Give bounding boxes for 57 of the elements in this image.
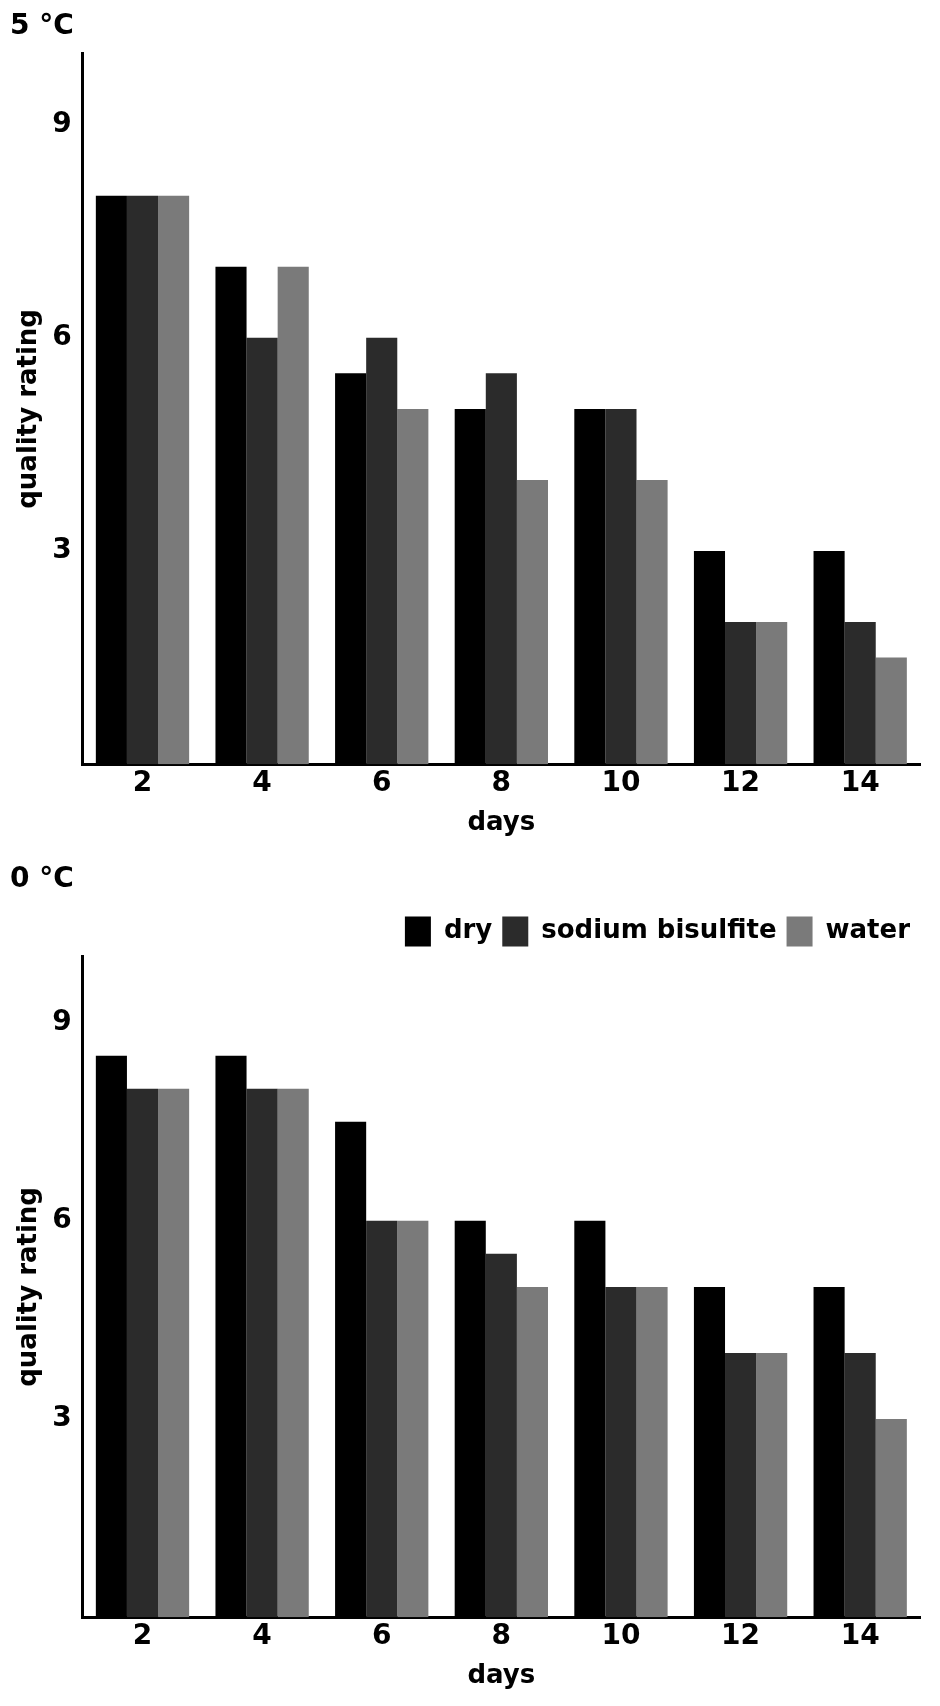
bar <box>725 1352 757 1618</box>
x-tick-label: 12 <box>721 765 761 799</box>
bar <box>158 195 190 765</box>
bar <box>875 657 907 765</box>
bar <box>636 1286 668 1618</box>
bar <box>605 408 637 765</box>
x-tick-label: 2 <box>132 765 153 799</box>
chart-title: 0 °C <box>10 861 74 895</box>
x-axis-title: days <box>467 1659 536 1690</box>
x-tick-label: 14 <box>840 1618 880 1652</box>
bar <box>397 1220 429 1618</box>
x-tick-label: 6 <box>371 1618 392 1652</box>
legend-label: sodium bisulfite <box>541 914 777 945</box>
x-tick-label: 10 <box>601 1618 641 1652</box>
x-axis-title: days <box>467 806 536 837</box>
bar <box>844 1352 876 1618</box>
bar <box>756 1352 788 1618</box>
bar <box>246 337 278 765</box>
y-tick-label: 3 <box>52 1400 72 1434</box>
bar <box>277 1088 309 1618</box>
y-tick-label: 9 <box>52 105 72 139</box>
bar <box>126 195 159 765</box>
legend-label: dry <box>443 914 493 945</box>
x-tick-label: 2 <box>132 1618 153 1652</box>
bar <box>485 1253 517 1618</box>
x-tick-label: 4 <box>252 765 272 799</box>
bar <box>756 622 788 765</box>
bar <box>605 1286 637 1618</box>
chart-title: 5 °C <box>10 8 74 42</box>
y-axis-title: quality rating <box>12 309 43 509</box>
y-tick-label: 6 <box>52 1202 72 1236</box>
bar <box>516 1286 548 1618</box>
bar <box>516 479 548 765</box>
bar <box>158 1088 190 1618</box>
y-tick-label: 6 <box>52 319 72 353</box>
y-tick-label: 9 <box>52 1003 72 1037</box>
bar <box>246 1088 278 1618</box>
y-tick-label: 3 <box>52 532 72 566</box>
bar <box>725 622 757 765</box>
bar <box>485 373 517 765</box>
bar <box>397 408 429 765</box>
bar <box>366 1220 398 1618</box>
x-tick-label: 14 <box>840 765 880 799</box>
bar <box>366 337 398 765</box>
x-tick-label: 10 <box>601 765 641 799</box>
x-tick-label: 8 <box>491 1618 512 1652</box>
y-axis-title: quality rating <box>12 1187 43 1387</box>
x-tick-label: 6 <box>371 765 392 799</box>
bar <box>636 479 668 765</box>
legend-label: water <box>825 914 911 945</box>
x-tick-label: 4 <box>252 1618 272 1652</box>
bar <box>844 622 876 765</box>
bar <box>875 1419 907 1618</box>
x-tick-label: 12 <box>721 1618 761 1652</box>
bar <box>277 266 309 765</box>
bar <box>126 1088 159 1618</box>
x-tick-label: 8 <box>491 765 512 799</box>
